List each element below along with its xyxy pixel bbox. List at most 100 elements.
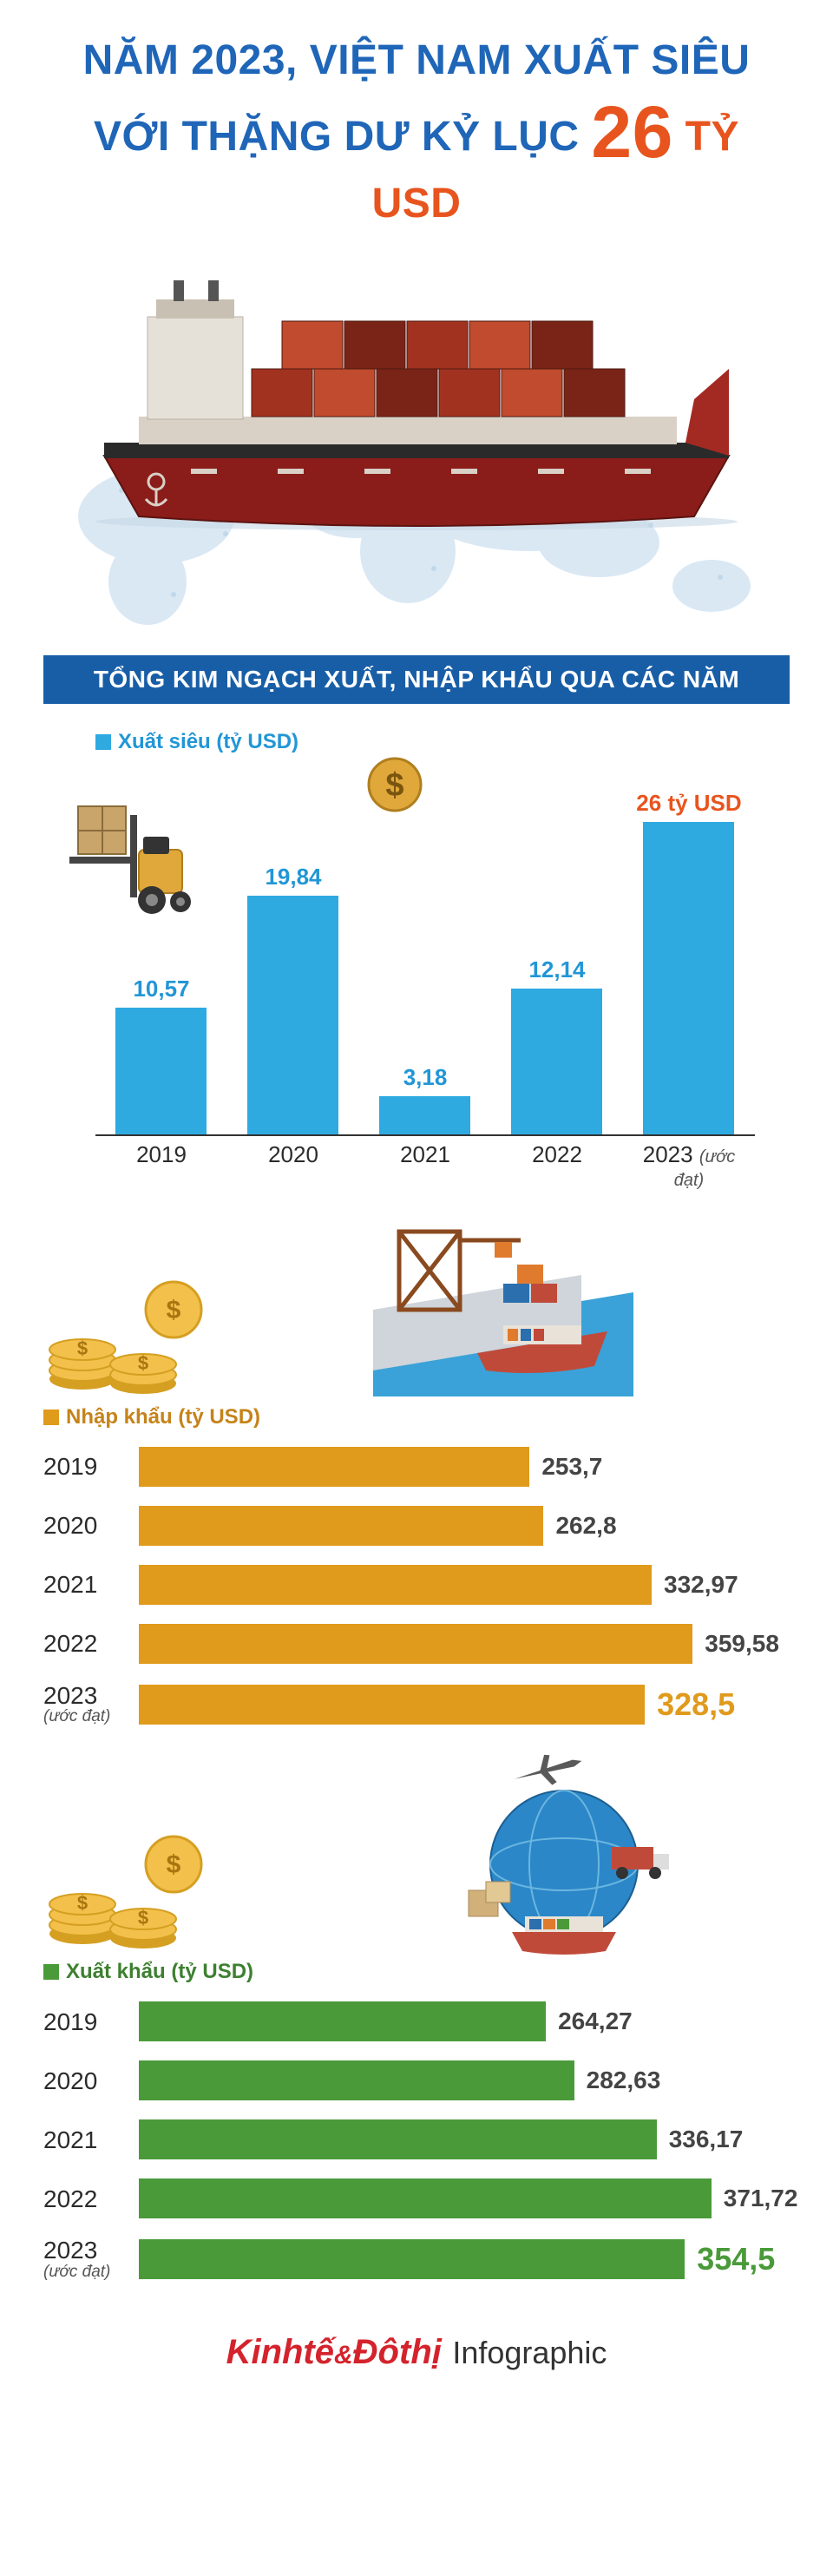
cargo-ship-icon: [87, 265, 746, 534]
hbar-year-label: 2023(ước đạt): [43, 1683, 139, 1725]
hbar: [139, 1685, 645, 1725]
hero-illustration: [43, 265, 790, 638]
hbar-track: 282,63: [139, 2060, 755, 2100]
surplus-legend-label: Xuất siêu (tỷ USD): [118, 730, 298, 754]
hbar: [139, 1506, 543, 1546]
svg-text:$: $: [167, 1850, 181, 1879]
coins-icon-2: $ $ $: [43, 1804, 208, 1951]
logistics-globe-icon: [451, 1751, 677, 1960]
headline-line2-pre: VỚI THẶNG DƯ KỶ LỤC: [94, 114, 591, 160]
surplus-legend: Xuất siêu (tỷ USD): [95, 730, 790, 754]
surplus-bar-col: 3,18: [366, 1064, 485, 1134]
hbar-row: 2023(ước đạt) 328,5: [43, 1683, 755, 1725]
surplus-x-label: 2021: [366, 1136, 485, 1180]
hbar-row: 2021 332,97: [43, 1565, 755, 1605]
hbar: [139, 2119, 657, 2159]
hbar-year-label: 2019: [43, 2009, 139, 2034]
surplus-bar-value: 3,18: [403, 1064, 448, 1091]
hbar-value: 328,5: [657, 1686, 735, 1723]
hbar: [139, 2001, 546, 2041]
hbar-value: 371,72: [724, 2185, 798, 2212]
export-legend: Xuất khẩu (tỷ USD): [43, 1960, 790, 1984]
port-icon: [373, 1223, 633, 1396]
footer-kinh: Kinhtế: [226, 2333, 334, 2371]
hbar-year-label: 2023(ước đạt): [43, 2238, 139, 2280]
footer-info: Infographic: [452, 2335, 607, 2370]
hbar: [139, 1565, 652, 1605]
hbar-year-label: 2020: [43, 2068, 139, 2093]
svg-text:$: $: [77, 1337, 88, 1359]
hbar-track: 336,17: [139, 2119, 755, 2159]
hbar-row: 2020 262,8: [43, 1506, 755, 1546]
hbar-year-label: 2020: [43, 1513, 139, 1538]
hbar-row: 2020 282,63: [43, 2060, 755, 2100]
import-legend-label: Nhập khẩu (tỷ USD): [66, 1405, 260, 1429]
surplus-x-label: 2022: [498, 1136, 617, 1180]
hbar-row: 2023(ước đạt)354,5: [43, 2238, 755, 2280]
headline-big-number: 26: [591, 91, 672, 173]
surplus-bar: [511, 989, 602, 1134]
hbar-value: 354,5: [697, 2241, 775, 2277]
footer-and: &: [334, 2341, 353, 2369]
hbar-track: 359,58: [139, 1624, 755, 1664]
hbar-value: 359,58: [705, 1630, 779, 1658]
svg-text:$: $: [167, 1296, 181, 1324]
surplus-bar-value: 10,57: [133, 976, 189, 1002]
export-section: $ $ $: [43, 1778, 790, 2280]
hbar-track: 328,5: [139, 1685, 755, 1725]
import-legend: Nhập khẩu (tỷ USD): [43, 1405, 790, 1429]
hbar-row: 2022371,72: [43, 2178, 755, 2218]
surplus-legend-swatch: [95, 734, 111, 750]
hbar-value: 264,27: [558, 2008, 633, 2035]
hbar: [139, 2178, 712, 2218]
hbar: [139, 1447, 529, 1487]
hbar: [139, 2060, 574, 2100]
hbar-year-label: 2019: [43, 1454, 139, 1479]
headline-line2: VỚI THẶNG DƯ KỶ LỤC 26 TỶ USD: [43, 87, 790, 230]
svg-text:$: $: [77, 1892, 88, 1914]
hbar-row: 2022359,58: [43, 1624, 755, 1664]
surplus-bar: [115, 1008, 207, 1134]
hbar-value: 253,7: [541, 1453, 602, 1481]
hbar-year-label: 2022: [43, 2186, 139, 2211]
hbar-value: 262,8: [555, 1512, 616, 1540]
surplus-bar: [643, 822, 734, 1134]
surplus-x-label: 2020: [234, 1136, 353, 1180]
hbar: [139, 2239, 685, 2279]
surplus-bar-value: 12,14: [528, 956, 585, 983]
export-legend-swatch: [43, 1964, 59, 1980]
surplus-bar-col: 19,84: [234, 864, 353, 1134]
hbar-value: 282,63: [587, 2067, 661, 2094]
hbar-value: 336,17: [669, 2126, 744, 2153]
surplus-x-label: 2023 (ước đạt): [630, 1136, 749, 1180]
surplus-bar-col: 10,57: [102, 976, 221, 1134]
surplus-bar-col: 26 tỷ USD: [630, 790, 749, 1134]
hbar-value: 332,97: [664, 1571, 738, 1599]
hbar-track: 354,5: [139, 2239, 755, 2279]
section-banner: TỔNG KIM NGẠCH XUẤT, NHẬP KHẨU QUA CÁC N…: [43, 655, 790, 704]
hbar-track: 264,27: [139, 2001, 755, 2041]
import-section: $ $ $: [43, 1223, 790, 1725]
hbar-year-label: 2021: [43, 2127, 139, 2152]
hbar-row: 2021 336,17: [43, 2119, 755, 2159]
svg-text:$: $: [138, 1907, 148, 1929]
hbar-year-label: 2021: [43, 1572, 139, 1597]
hbar-year-label: 2022: [43, 1631, 139, 1656]
svg-text:$: $: [138, 1352, 148, 1374]
hbar-row: 2019 253,7: [43, 1447, 755, 1487]
surplus-bar-value: 26 tỷ USD: [636, 790, 741, 817]
hbar-track: 332,97: [139, 1565, 755, 1605]
hbar: [139, 1624, 692, 1664]
surplus-bar: [247, 896, 338, 1134]
import-legend-swatch: [43, 1410, 59, 1425]
surplus-bar-value: 19,84: [265, 864, 321, 890]
headline: NĂM 2023, VIỆT NAM XUẤT SIÊU VỚI THẶNG D…: [43, 35, 790, 230]
footer-dothi: Đôthị: [353, 2333, 442, 2371]
surplus-bar: [379, 1096, 470, 1134]
export-legend-label: Xuất khẩu (tỷ USD): [66, 1960, 253, 1984]
hbar-track: 371,72: [139, 2178, 755, 2218]
surplus-chart: $ 10,5719,843,1812,1426 tỷ USD 201920202…: [43, 772, 790, 1180]
coins-icon: $ $ $: [43, 1249, 208, 1396]
hbar-track: 262,8: [139, 1506, 755, 1546]
hbar-track: 253,7: [139, 1447, 755, 1487]
